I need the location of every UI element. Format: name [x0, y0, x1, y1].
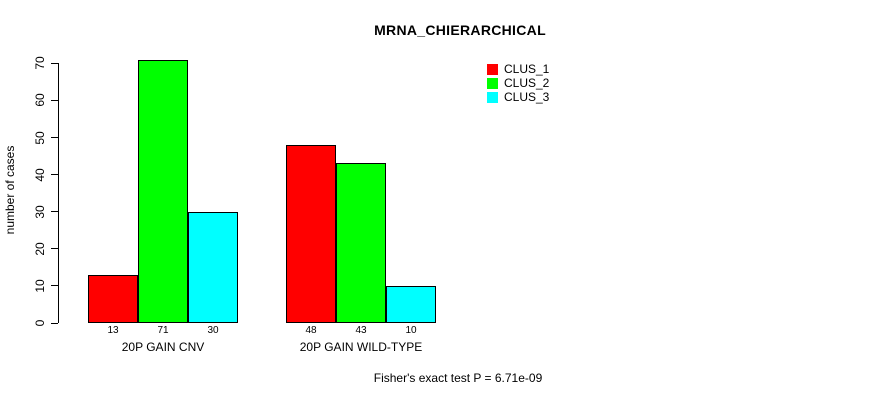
y-tick-label: 40: [33, 167, 47, 182]
legend-swatch-clus_1: [487, 64, 498, 75]
y-tick-mark: [51, 285, 58, 287]
y-tick-mark: [51, 248, 58, 250]
y-tick-label: 30: [33, 205, 47, 219]
y-tick-mark: [51, 62, 58, 64]
x-category-label: 20P GAIN CNV: [121, 340, 205, 354]
legend-label: CLUS_2: [504, 76, 550, 90]
bar-clus_2-group1: [138, 59, 188, 323]
legend-label: CLUS_3: [504, 90, 550, 104]
y-tick-label: 0: [33, 319, 47, 327]
y-axis-line: [58, 63, 59, 323]
bar-clus_3-group1: [188, 211, 238, 323]
bar-clus_1-group2: [286, 144, 336, 323]
y-tick-mark: [51, 99, 58, 101]
bar-value-label: 71: [157, 325, 169, 336]
bar-value-label: 13: [107, 325, 119, 336]
y-tick-label: 10: [33, 279, 47, 293]
bar-value-label: 48: [305, 325, 317, 336]
y-tick-mark: [51, 211, 58, 213]
statistical-test-annotation: Fisher's exact test P = 6.71e-09: [373, 371, 543, 385]
y-tick-mark: [51, 174, 58, 176]
y-tick-label: 60: [33, 93, 47, 108]
x-category-label: 20P GAIN WILD-TYPE: [299, 340, 423, 354]
legend-label: CLUS_1: [504, 62, 550, 76]
legend-swatch-clus_2: [487, 78, 498, 89]
chart-title: MRNA_CHIERARCHICAL: [374, 22, 546, 38]
bar-value-label: 10: [405, 325, 417, 336]
y-tick-label: 70: [33, 56, 47, 70]
y-tick-mark: [51, 322, 58, 324]
legend-swatch-clus_3: [487, 92, 498, 103]
y-tick-mark: [51, 137, 58, 138]
bar-value-label: 30: [207, 325, 219, 336]
y-tick-label: 20: [33, 242, 47, 256]
y-tick-label: 50: [33, 130, 47, 145]
bar-value-label: 43: [355, 325, 367, 336]
bar-clus_2-group2: [336, 163, 386, 323]
bar-clus_3-group2: [386, 285, 436, 323]
bar-clus_1-group1: [88, 274, 138, 323]
y-axis-title: number of cases: [3, 145, 17, 235]
